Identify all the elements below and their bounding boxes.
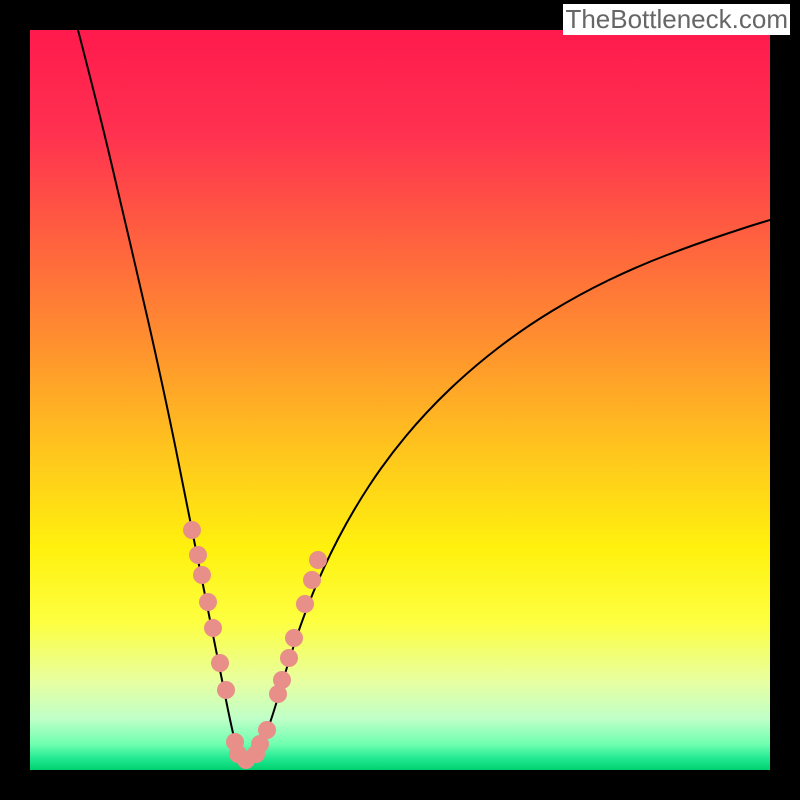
data-point bbox=[309, 551, 327, 569]
plot-svg bbox=[30, 30, 770, 770]
plot-area bbox=[30, 30, 770, 770]
data-point bbox=[199, 593, 217, 611]
data-point bbox=[217, 681, 235, 699]
data-point bbox=[303, 571, 321, 589]
data-point bbox=[183, 521, 201, 539]
data-point bbox=[204, 619, 222, 637]
chart-frame: TheBottleneck.com bbox=[0, 0, 800, 800]
data-point bbox=[258, 721, 276, 739]
data-point bbox=[211, 654, 229, 672]
data-point bbox=[296, 595, 314, 613]
data-point bbox=[285, 629, 303, 647]
watermark-label: TheBottleneck.com bbox=[563, 4, 790, 35]
gradient-background bbox=[30, 30, 770, 770]
data-point bbox=[193, 566, 211, 584]
data-point bbox=[189, 546, 207, 564]
data-point bbox=[273, 671, 291, 689]
data-point bbox=[280, 649, 298, 667]
